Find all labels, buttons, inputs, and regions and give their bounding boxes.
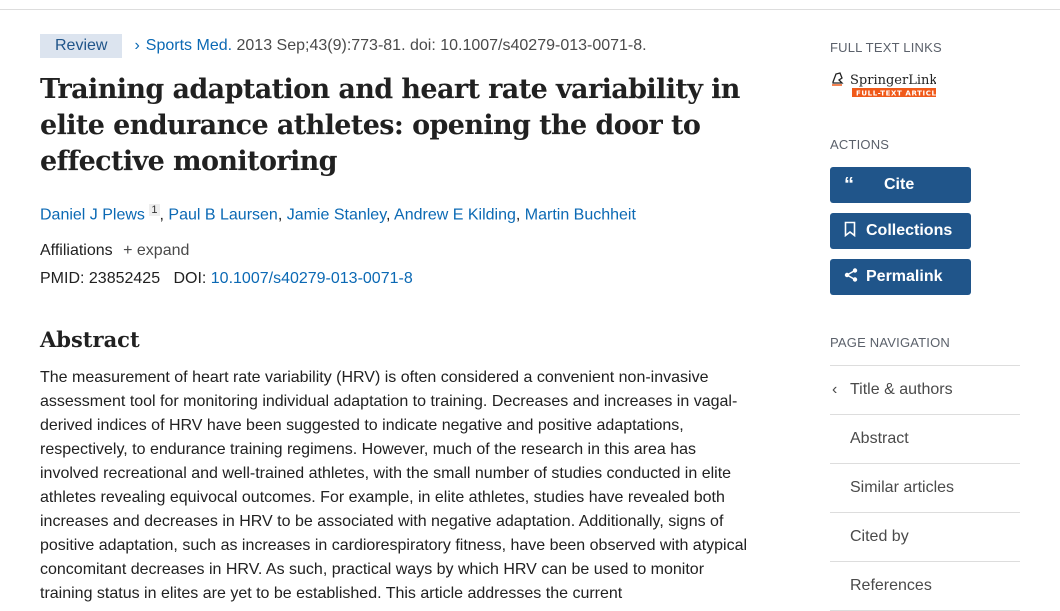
nav-cited-by[interactable]: Cited by (830, 513, 1020, 562)
author-list: Daniel J Plews 1, Paul B Laursen, Jamie … (40, 204, 636, 224)
abstract-text: The measurement of heart rate variabilit… (40, 369, 748, 603)
doi-link[interactable]: 10.1007/s40279-013-0071-8 (210, 270, 413, 288)
affiliations-label: Affiliations (40, 242, 113, 260)
doi-label: DOI: (173, 270, 207, 288)
citation-line: Review › Sports Med. 2013 Sep;43(9):773-… (40, 34, 760, 58)
expand-affiliations-button[interactable]: + expand (123, 242, 189, 259)
share-icon (844, 267, 866, 287)
identifiers: PMID: 23852425 DOI: 10.1007/s40279-013-0… (40, 267, 760, 291)
svg-text:SpringerLink: SpringerLink (850, 73, 936, 88)
chevron-right-icon: › (134, 37, 140, 54)
author-link[interactable]: Martin Buchheit (524, 206, 636, 224)
citation-details: 2013 Sep;43(9):773-81. doi: 10.1007/s402… (232, 37, 647, 54)
collections-button[interactable]: Collections (830, 213, 971, 249)
publication-type-badge: Review (40, 34, 123, 58)
permalink-label: Permalink (866, 268, 943, 285)
top-bar (0, 0, 1060, 10)
abstract-heading: Abstract (40, 327, 140, 353)
springerlink-logo[interactable]: SpringerLink FULL-TEXT ARTICLE (830, 70, 936, 97)
permalink-button[interactable]: Permalink (830, 259, 971, 295)
cite-label: Cite (884, 176, 915, 193)
pmid-label: PMID: (40, 270, 85, 288)
affiliations: Affiliations + expand (40, 239, 760, 263)
chevron-left-icon: ‹ (832, 381, 838, 398)
pmid-value: 23852425 (88, 270, 161, 288)
collections-label: Collections (866, 222, 953, 239)
author-link[interactable]: Jamie Stanley (286, 206, 387, 224)
nav-abstract[interactable]: Abstract (830, 415, 1020, 464)
plus-icon: + (123, 242, 133, 260)
actions-label: ACTIONS (830, 137, 890, 152)
affiliation-sup[interactable]: 1 (149, 204, 160, 216)
nav-label: Similar articles (850, 479, 955, 496)
article-main: Review › Sports Med. 2013 Sep;43(9):773-… (40, 34, 760, 606)
nav-label: References (850, 577, 932, 594)
cite-button[interactable]: “ Cite (830, 167, 971, 203)
article-title: Training adaptation and heart rate varia… (40, 74, 740, 177)
svg-text:FULL-TEXT ARTICLE: FULL-TEXT ARTICLE (856, 90, 936, 98)
author-link[interactable]: Daniel J Plews (40, 206, 145, 224)
nav-label: Title & authors (850, 381, 953, 398)
page-navigation: ‹ Title & authors Abstract Similar articl… (830, 365, 1020, 611)
journal-link[interactable]: Sports Med. (145, 37, 233, 54)
expand-label: expand (136, 242, 190, 260)
nav-label: Cited by (850, 528, 909, 545)
nav-title-authors[interactable]: ‹ Title & authors (830, 366, 1020, 415)
author-link[interactable]: Paul B Laursen (168, 206, 278, 224)
page-navigation-label: PAGE NAVIGATION (830, 335, 951, 350)
nav-label: Abstract (850, 430, 909, 447)
author-link[interactable]: Andrew E Kilding (394, 206, 516, 224)
bookmark-icon (844, 221, 866, 242)
full-text-links-label: FULL TEXT LINKS (830, 40, 942, 55)
quote-icon: “ (844, 173, 854, 196)
nav-similar-articles[interactable]: Similar articles (830, 464, 1020, 513)
nav-references[interactable]: References (830, 562, 1020, 611)
